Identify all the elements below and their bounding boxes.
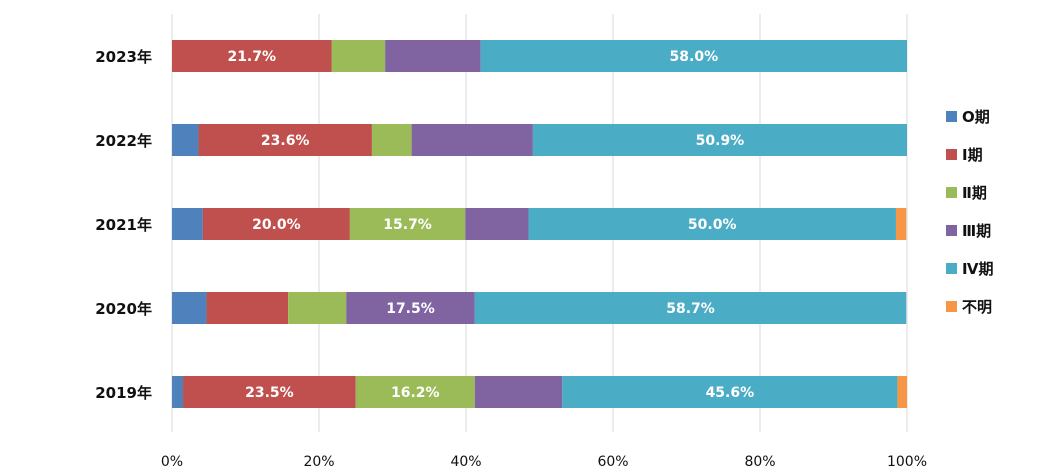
legend-swatch (946, 301, 957, 312)
x-tick-label: 80% (744, 454, 775, 470)
bar-segment (371, 124, 412, 156)
data-label: 15.7% (383, 217, 432, 233)
data-label: 23.6% (261, 133, 310, 149)
bar-segment (532, 124, 907, 156)
bar-segment (288, 292, 347, 324)
bar-segment (172, 40, 332, 72)
legend-label: Ⅳ期 (962, 260, 993, 278)
bar-segment (895, 208, 907, 240)
bar-segment (480, 40, 907, 72)
legend-swatch (946, 149, 957, 160)
x-tick-label: 20% (303, 454, 334, 470)
category-axis: 2023年 2022年 2021年 2020年 2019年 (95, 48, 152, 402)
bar-segment (528, 208, 896, 240)
data-label: 50.0% (688, 217, 737, 233)
data-label: 16.2% (391, 385, 440, 401)
legend-swatch (946, 225, 957, 236)
x-tick-label: 40% (450, 454, 481, 470)
x-tick-label: 0% (161, 454, 183, 470)
data-labels: 21.7% 58.0% 23.6% 50.9% 20.0% 15.7% 50.0% 17.5%… (227, 49, 754, 401)
legend-swatch (946, 187, 957, 198)
x-tick-label: 60% (597, 454, 628, 470)
bar-segment (474, 376, 563, 408)
bar-segment (206, 292, 289, 324)
bar-segment (172, 124, 199, 156)
bar-segment (346, 292, 475, 324)
legend-label: Ⅱ期 (962, 184, 987, 202)
bar-segment (465, 208, 529, 240)
data-label: 50.9% (696, 133, 745, 149)
legend-label: Ⅲ期 (962, 222, 991, 240)
legend-label: 不明 (962, 298, 992, 316)
x-tick-label: 100% (887, 454, 927, 470)
legend-swatch (946, 111, 957, 122)
bar-segment (355, 376, 475, 408)
category-label: 2022年 (95, 132, 152, 150)
bar-segment (172, 376, 184, 408)
data-label: 21.7% (227, 49, 276, 65)
data-label: 45.6% (706, 385, 755, 401)
value-axis: 0% 20% 40% 60% 80% 100% (161, 454, 927, 470)
data-label: 23.5% (245, 385, 294, 401)
category-label: 2023年 (95, 48, 152, 66)
category-label: 2019年 (95, 384, 152, 402)
bar-segment (411, 124, 533, 156)
category-label: 2021年 (95, 216, 152, 234)
bar-segment (183, 376, 356, 408)
legend-label: Ⅰ期 (962, 146, 983, 164)
bar-segment (331, 40, 386, 72)
bars (172, 40, 907, 408)
bar-segment (385, 40, 481, 72)
bar-segment (172, 292, 207, 324)
legend-swatch (946, 263, 957, 274)
bar-segment (349, 208, 466, 240)
legend-label: O期 (962, 108, 990, 126)
bar-segment (202, 208, 350, 240)
data-label: 58.7% (666, 301, 715, 317)
data-label: 17.5% (386, 301, 435, 317)
bar-segment (562, 376, 898, 408)
data-label: 20.0% (252, 217, 301, 233)
category-label: 2020年 (95, 300, 152, 318)
data-label: 58.0% (670, 49, 719, 65)
bar-segment (172, 208, 203, 240)
bar-segment (897, 376, 907, 408)
bar-segment (474, 292, 907, 324)
bar-segment (198, 124, 372, 156)
